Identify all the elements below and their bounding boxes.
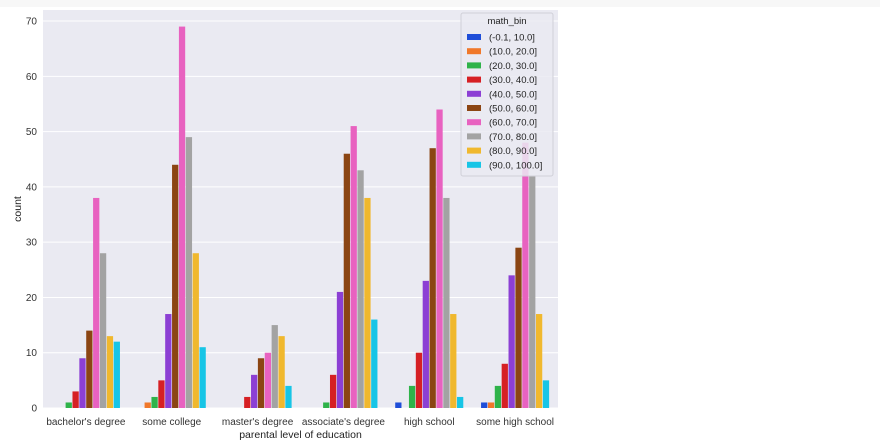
y-tick-label: 30 [26, 238, 38, 249]
x-tick-label: some college [142, 417, 201, 428]
bar [487, 402, 495, 408]
bar [323, 402, 330, 408]
legend-items: (-0.1, 10.0] (10.0, 20.0] (20.0, 30.0] (30.… [467, 33, 542, 171]
x-tick-labels: bachelor's degree some college master's de… [46, 417, 554, 428]
legend-swatch [467, 133, 481, 140]
bar [350, 126, 357, 408]
legend-label: (40.0, 50.0] [489, 89, 537, 100]
legend-label: (50.0, 60.0] [489, 104, 537, 115]
legend-swatch [467, 147, 481, 154]
bar [172, 164, 179, 408]
bar [178, 26, 186, 408]
bar [165, 314, 172, 408]
bar [343, 153, 350, 408]
legend-label: (90.0, 100.0] [489, 160, 542, 171]
top-strip [0, 0, 880, 7]
legend-label: (80.0, 90.0] [489, 146, 537, 157]
legend-swatch [467, 105, 481, 111]
bar [408, 385, 416, 408]
y-tick-label: 50 [26, 127, 38, 138]
y-tick-label: 20 [26, 293, 38, 304]
bars [65, 26, 550, 408]
y-tick-label: 40 [26, 182, 38, 193]
legend-label: (30.0, 40.0] [489, 75, 537, 86]
legend-label: (70.0, 80.0] [489, 132, 537, 143]
bar [93, 197, 100, 408]
bar [371, 319, 378, 408]
bar [336, 291, 344, 408]
y-tick-label: 70 [26, 17, 38, 28]
bar [515, 247, 522, 408]
bar [535, 314, 543, 408]
legend-label: (20.0, 30.0] [489, 61, 537, 72]
y-tick-label: 10 [26, 348, 38, 359]
legend-swatch [467, 76, 481, 83]
x-tick-label: associate's degree [302, 417, 386, 428]
legend-swatch [467, 119, 481, 126]
legend-label: (60.0, 70.0] [489, 118, 537, 129]
bar [395, 402, 402, 408]
bar [264, 352, 272, 408]
legend-label: (-0.1, 10.0] [489, 33, 535, 44]
bar [508, 275, 515, 408]
bar [192, 253, 199, 408]
bar [144, 402, 151, 408]
bar [443, 197, 450, 408]
bar [244, 396, 251, 408]
bar [494, 385, 502, 408]
bar [65, 402, 72, 408]
bar [529, 175, 536, 408]
bar [329, 374, 337, 408]
x-tick-label: master's degree [222, 417, 294, 428]
bar [158, 380, 165, 408]
bar [542, 380, 550, 408]
bar [481, 402, 488, 408]
bar [278, 336, 285, 408]
legend: math_bin (-0.1, 10.0] (10.0, 20.0] (20.0, … [460, 12, 554, 177]
legend-title: math_bin [487, 16, 526, 27]
x-tick-label: high school [404, 417, 455, 428]
legend-swatch [467, 34, 481, 40]
bar [251, 374, 258, 408]
bar [271, 325, 278, 408]
bar [429, 148, 436, 408]
bar [86, 330, 93, 408]
y-axis-title: count [12, 196, 24, 222]
y-tick-labels: 0 10 20 30 40 50 60 70 [26, 17, 38, 415]
bar [199, 347, 206, 408]
legend-box [460, 12, 554, 177]
bar [422, 280, 429, 408]
bar [364, 197, 371, 408]
bar [415, 352, 423, 408]
legend-label: (10.0, 20.0] [489, 47, 537, 58]
x-tick-label: some high school [476, 417, 554, 428]
y-tick-label: 60 [26, 72, 38, 83]
bar [185, 137, 193, 408]
bar [501, 363, 508, 408]
bar [72, 391, 79, 408]
bar [457, 396, 464, 408]
legend-swatch [467, 161, 481, 168]
legend-swatch [467, 62, 481, 69]
bar [357, 170, 364, 408]
bar [113, 341, 120, 408]
bar [106, 336, 114, 408]
bar [436, 109, 443, 408]
y-tick-label: 0 [31, 404, 37, 415]
legend-swatch [467, 90, 481, 97]
bar [99, 253, 107, 408]
bar [257, 358, 265, 408]
bar [450, 314, 457, 408]
legend-swatch [467, 48, 481, 55]
x-axis-title: parental level of education [239, 429, 362, 441]
bar [285, 385, 292, 408]
bar [79, 358, 86, 408]
bar [522, 142, 529, 408]
x-tick-label: bachelor's degree [46, 417, 126, 428]
bar [151, 396, 158, 408]
